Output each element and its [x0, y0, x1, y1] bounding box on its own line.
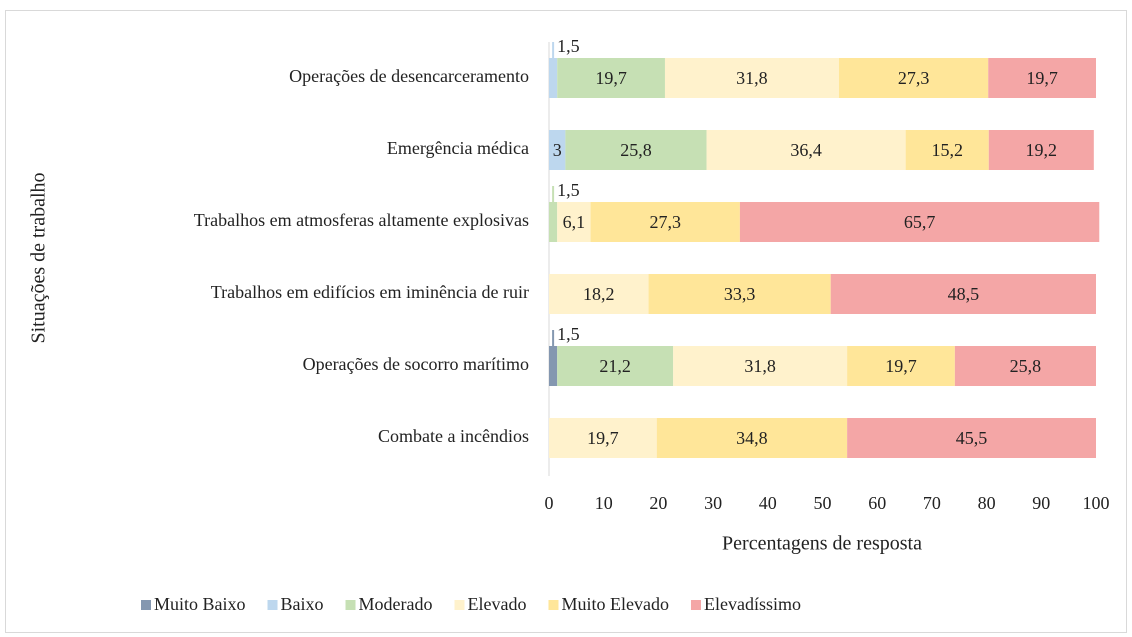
value-label: 3 [553, 140, 562, 160]
value-label: 25,8 [620, 140, 652, 160]
bar-segment [847, 418, 1096, 458]
y-tick-label: Trabalhos em edifícios em iminência de r… [211, 282, 529, 302]
value-label: 15,2 [931, 140, 963, 160]
legend-label: Elevadíssimo [704, 594, 801, 614]
bar-segment [557, 346, 674, 386]
value-label: 19,2 [1026, 140, 1058, 160]
value-label: 65,7 [904, 212, 936, 232]
legend-label: Baixo [281, 594, 324, 614]
x-tick-label: 100 [1083, 493, 1110, 513]
bar-segment [830, 274, 1096, 314]
bar-segment [549, 346, 558, 386]
bar-segment [988, 58, 1096, 98]
bar-segment [557, 58, 665, 98]
bar-segment [847, 346, 955, 386]
x-tick-label: 40 [759, 493, 777, 513]
x-tick-label: 60 [868, 493, 886, 513]
value-label: 19,7 [885, 356, 917, 376]
x-tick-label: 50 [814, 493, 832, 513]
value-label: 31,8 [736, 68, 768, 88]
legend-label: Elevado [468, 594, 527, 614]
bar-segment [648, 274, 831, 314]
bar-segment [739, 202, 1100, 242]
y-tick-label: Emergência médica [387, 138, 529, 158]
x-tick-label: 30 [704, 493, 722, 513]
value-label: 36,4 [790, 140, 822, 160]
bar-segment [838, 58, 989, 98]
bar-segment [557, 202, 591, 242]
value-label: 48,5 [948, 284, 980, 304]
x-tick-label: 80 [978, 493, 996, 513]
value-label: 19,7 [587, 428, 619, 448]
bar-segment [664, 58, 839, 98]
legend-label: Muito Baixo [154, 594, 246, 614]
value-label: 1,5 [557, 180, 580, 200]
value-label: 27,3 [898, 68, 930, 88]
value-label: 45,5 [956, 428, 988, 448]
value-label: 33,3 [724, 284, 756, 304]
value-label: 19,7 [595, 68, 627, 88]
bar-segment [988, 130, 1094, 170]
legend-swatch [267, 600, 278, 610]
bar-segment [706, 130, 906, 170]
legend-swatch [141, 600, 151, 610]
value-label: 6,1 [563, 212, 586, 232]
value-label: 34,8 [736, 428, 768, 448]
y-tick-label: Trabalhos em atmosferas altamente explos… [194, 210, 529, 230]
legend-label: Moderado [359, 594, 433, 614]
value-label: 19,7 [1026, 68, 1058, 88]
legend-swatch [690, 600, 701, 610]
bar-segment [549, 202, 558, 242]
y-axis-label: Situações de trabalho [28, 172, 50, 343]
chart-frame [5, 10, 1127, 633]
value-label: 21,2 [599, 356, 631, 376]
bar-segment [590, 202, 740, 242]
legend-swatch [345, 600, 356, 610]
x-axis-label: Percentagens de resposta [722, 533, 922, 555]
bar-segment [905, 130, 989, 170]
y-tick-label: Operações de socorro marítimo [303, 354, 529, 374]
bar-segment [549, 274, 649, 314]
legend-swatch [454, 600, 465, 610]
bar-segment [549, 418, 657, 458]
value-label: 25,8 [1010, 356, 1042, 376]
x-tick-label: 0 [545, 493, 554, 513]
x-tick-label: 10 [595, 493, 613, 513]
bar-segment [565, 130, 707, 170]
y-tick-label: Operações de desencarceramento [289, 66, 529, 86]
value-label: 31,8 [744, 356, 776, 376]
value-label: 27,3 [649, 212, 681, 232]
value-label: 18,2 [583, 284, 615, 304]
value-label: 1,5 [557, 36, 580, 56]
bar-segment [673, 346, 848, 386]
bar-segment [549, 58, 558, 98]
bar-segment [656, 418, 848, 458]
value-label: 1,5 [557, 324, 580, 344]
bar-segment [549, 130, 566, 170]
x-tick-label: 90 [1032, 493, 1050, 513]
x-tick-label: 70 [923, 493, 941, 513]
legend-label: Muito Elevado [561, 594, 668, 614]
bar-segment [954, 346, 1096, 386]
legend-swatch [548, 600, 559, 610]
x-tick-label: 20 [649, 493, 667, 513]
y-tick-label: Combate a incêndios [378, 426, 529, 446]
